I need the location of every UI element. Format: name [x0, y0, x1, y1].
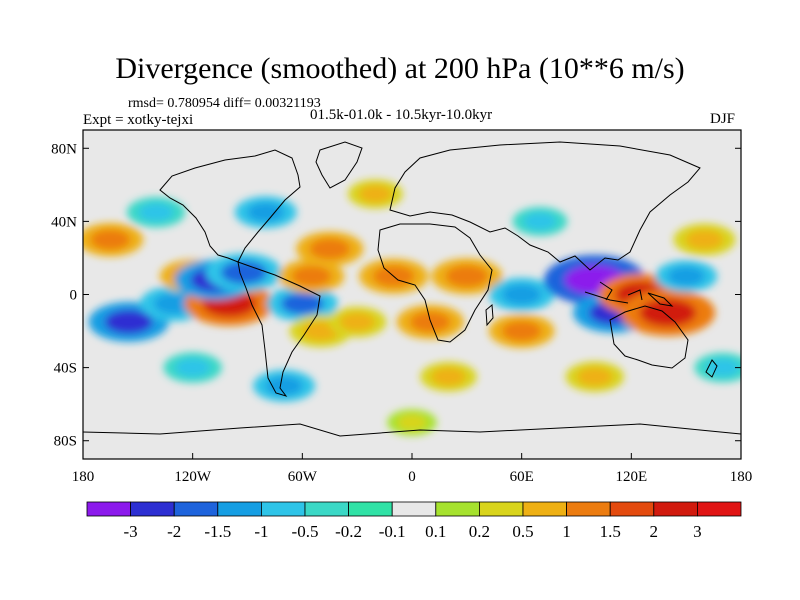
- x-tick-label-3: 0: [408, 469, 416, 485]
- colorbar-label-3: -1: [254, 522, 268, 541]
- colorbar-label-1: -2: [167, 522, 181, 541]
- colorbar-swatch-1: [130, 501, 175, 517]
- x-tick-label-2: 60W: [288, 469, 318, 485]
- stats-label: rmsd= 0.780954 diff= 0.00321193: [128, 96, 321, 111]
- colorbar-swatch-10: [522, 501, 567, 517]
- coastlines: [83, 141, 741, 437]
- x-tick-label-1: 120W: [174, 469, 212, 485]
- colorbar-label-10: 1: [562, 522, 571, 541]
- experiment-label: Expt = xotky-tejxi: [83, 112, 194, 128]
- field-core-29: [431, 367, 466, 386]
- y-tick-label-1: 40N: [51, 214, 77, 230]
- colorbar-swatch-7: [391, 501, 437, 517]
- field-core-20: [667, 266, 705, 286]
- field-core-0: [104, 309, 153, 334]
- colorbar-label-8: 0.2: [469, 522, 490, 541]
- colorbar-label-9: 0.5: [512, 522, 533, 541]
- coastline-australia: [609, 305, 689, 369]
- colorbar-swatch-0: [86, 501, 131, 517]
- field-core-26: [523, 212, 557, 231]
- coastline-africa: [377, 223, 493, 343]
- colorbar-label-12: 2: [650, 522, 659, 541]
- field-core-5: [220, 261, 267, 285]
- coastline-north-america: [159, 149, 301, 263]
- field-core-10: [339, 312, 375, 332]
- coastline-south-america: [237, 261, 321, 397]
- field-core-7: [291, 266, 332, 287]
- coastline-antarctica: [83, 423, 741, 437]
- colorbar-label-11: 1.5: [600, 522, 621, 541]
- field-core-24: [247, 202, 285, 222]
- colorbar-label-7: 0.1: [425, 522, 446, 541]
- colorbar-label-0: -3: [124, 522, 138, 541]
- field-core-13: [445, 265, 489, 288]
- colorbar-swatch-4: [260, 501, 306, 517]
- field-core-14: [501, 320, 542, 342]
- colorbar-label-5: -0.2: [335, 522, 362, 541]
- period-label: 01.5k-01.0k - 10.5kyr-10.0kyr: [310, 107, 493, 123]
- colorbar-label-2: -1.5: [204, 522, 231, 541]
- field-core-30: [577, 367, 613, 386]
- colorbar-swatch-11: [566, 501, 611, 517]
- colorbar: -3 -2 -1.5 -1 -0.5 -0.2 -0.1 0.1 0.2 0.5 1 1.5 2 3: [86, 501, 742, 541]
- colorbar-label-4: -0.5: [292, 522, 319, 541]
- coastline-indonesia: [584, 281, 674, 307]
- coastline-greenland: [315, 141, 363, 189]
- field-core-1: [153, 293, 196, 315]
- field-core-32: [397, 414, 427, 431]
- y-tick-label-2: 0: [70, 288, 78, 304]
- x-tick-label-5: 120E: [615, 469, 647, 485]
- field-core-23: [138, 203, 174, 222]
- colorbar-swatch-12: [609, 501, 655, 517]
- x-tick-label-0: 180: [72, 469, 95, 485]
- colorbar-swatch-9: [478, 501, 524, 517]
- field-core-15: [501, 284, 542, 305]
- coastline-eurasia: [389, 141, 701, 271]
- colorbar-label-13: 3: [693, 522, 702, 541]
- colorbar-label-6: -0.1: [379, 522, 406, 541]
- field-core-25: [359, 185, 392, 203]
- coastline-new-zealand: [705, 359, 718, 378]
- colorbar-swatch-5: [304, 501, 349, 517]
- chart-title: Divergence (smoothed) at 200 hPa (10**6 …: [115, 52, 685, 85]
- colorbar-swatch-8: [435, 501, 480, 517]
- coastline-madagascar: [485, 303, 494, 327]
- season-label: DJF: [710, 111, 736, 127]
- colorbar-swatch-13: [653, 501, 698, 517]
- colorbar-swatch-6: [348, 501, 393, 517]
- colorbar-swatch-3: [217, 501, 262, 517]
- colorbar-swatch-2: [173, 501, 219, 517]
- x-tick-label-6: 180: [730, 469, 753, 485]
- y-tick-label-3: 40S: [54, 361, 77, 377]
- field-core-22: [90, 229, 131, 250]
- field-core-19: [639, 298, 697, 327]
- x-tick-label-4: 60E: [510, 469, 534, 485]
- field-core-21: [685, 230, 724, 250]
- colorbar-swatch-14: [697, 501, 742, 517]
- field-core-9: [309, 238, 350, 260]
- y-tick-label-0: 80N: [51, 141, 77, 157]
- field-core-27: [175, 358, 211, 377]
- y-tick-label-4: 80S: [54, 434, 77, 450]
- field-core-6: [281, 292, 324, 315]
